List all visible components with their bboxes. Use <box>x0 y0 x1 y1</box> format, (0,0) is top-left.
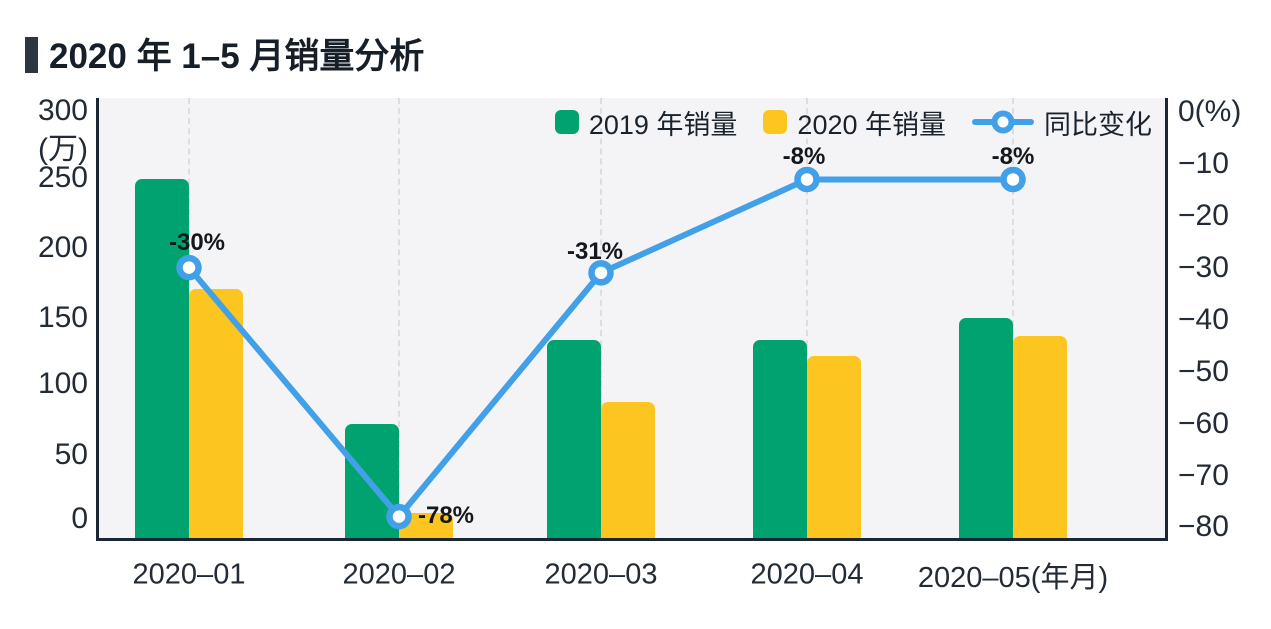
yellow-square-icon <box>763 110 788 134</box>
legend: 2019 年销量 2020 年销量 同比变化 <box>0 102 1152 142</box>
bar-2020-sales[interactable] <box>1013 336 1067 538</box>
y-axis-left-tick: 100 <box>37 367 88 400</box>
y-axis-left-tick: 150 <box>37 301 88 334</box>
line-data-label: -8% <box>782 143 826 171</box>
legend-item-2019-sales[interactable]: 2019 年销量 <box>554 103 738 142</box>
y-axis-right-tick: −20 <box>1178 199 1229 232</box>
y-axis-right-tick: −80 <box>1178 510 1229 543</box>
bar-2020-sales[interactable] <box>189 289 243 538</box>
y-axis-left-tick: 0 <box>71 502 88 535</box>
bar-2020-sales[interactable] <box>807 356 861 538</box>
y-axis-right-tick: −30 <box>1178 251 1229 284</box>
y-axis-right-tick: −10 <box>1178 147 1229 180</box>
x-axis-label: 2020–02 <box>342 558 456 591</box>
bar-2019-sales[interactable] <box>959 318 1013 538</box>
y-axis-left-tick: 50 <box>54 438 88 471</box>
title-accent-bar <box>25 37 38 73</box>
green-square-icon <box>554 110 579 134</box>
y-axis-right-tick: −50 <box>1178 355 1229 388</box>
bar-2019-sales[interactable] <box>135 179 189 538</box>
x-axis-label: 2020–01 <box>132 558 246 591</box>
y-axis-right-tick: 0(%) <box>1178 95 1242 128</box>
x-axis-label: 2020–05(年月) <box>917 562 1109 594</box>
x-axis-label: 2020–03 <box>544 558 658 591</box>
line-data-label: -30% <box>168 228 226 256</box>
bar-2019-sales[interactable] <box>753 340 807 538</box>
y-axis-right-tick: −60 <box>1178 407 1229 440</box>
bar-2019-sales[interactable] <box>345 424 399 538</box>
page-title: 2020 年 1–5 月销量分析 <box>49 37 425 76</box>
bar-2019-sales[interactable] <box>547 340 601 538</box>
x-axis-label: 2020–04 <box>750 558 864 591</box>
line-data-label: -31% <box>566 237 624 265</box>
y-axis-right-tick: −40 <box>1178 303 1229 336</box>
legend-line-marker-icon <box>972 109 1034 135</box>
line-data-label: -78% <box>417 501 475 529</box>
y-axis-left-tick: 250 <box>37 161 88 194</box>
y-axis-left-tick: 300 <box>37 94 88 127</box>
y-axis-left-unit: (万) <box>38 133 88 166</box>
legend-label: 2020 年销量 <box>797 109 946 140</box>
legend-item-yoy-change[interactable]: 同比变化 <box>972 103 1152 142</box>
line-data-label: -8% <box>991 143 1035 171</box>
bar-2020-sales[interactable] <box>601 402 655 538</box>
y-axis-left-tick: 200 <box>37 231 88 264</box>
y-axis-right-tick: −70 <box>1178 459 1229 492</box>
legend-label: 2019 年销量 <box>588 109 738 140</box>
legend-item-2020-sales[interactable]: 2020 年销量 <box>763 103 946 142</box>
legend-label: 同比变化 <box>1044 109 1152 140</box>
